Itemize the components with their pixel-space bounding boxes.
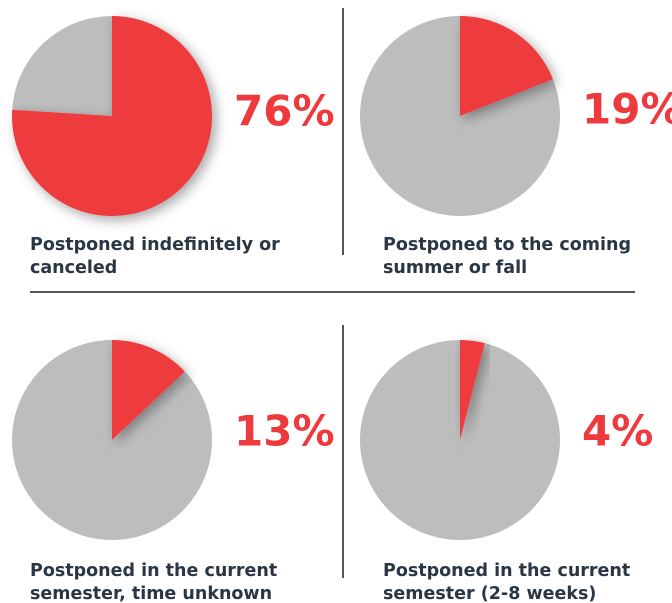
pie: [11, 16, 212, 216]
caption: Postponed in the current: [383, 561, 630, 581]
caption: semester (2-8 weeks): [383, 584, 596, 603]
caption: canceled: [30, 258, 117, 278]
caption: semester, time unknown: [30, 584, 272, 603]
caption: Postponed indefinitely or: [30, 235, 280, 255]
caption: Postponed in the current: [30, 561, 277, 581]
pie-slice: [460, 16, 553, 116]
percent-label: 19%: [582, 85, 672, 134]
caption: summer or fall: [383, 258, 527, 278]
pie-slice: [11, 16, 212, 216]
pie-slice: [460, 340, 485, 440]
pie-slice: [11, 340, 212, 540]
pie-slice: [359, 339, 560, 540]
percent-label: 4%: [582, 407, 653, 456]
percent-label: 76%: [234, 87, 335, 136]
caption: Postponed to the coming: [383, 235, 631, 255]
pie-slice: [12, 16, 113, 116]
percent-label: 13%: [234, 407, 335, 456]
pie: [359, 339, 560, 540]
pie: [11, 339, 212, 540]
pie-slice: [112, 339, 185, 440]
pie: [359, 16, 560, 216]
